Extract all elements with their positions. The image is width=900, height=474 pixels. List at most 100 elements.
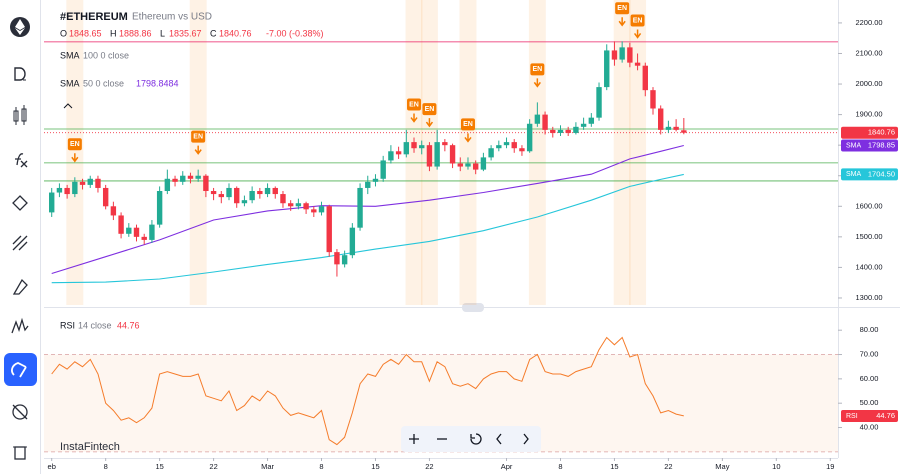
brush-button[interactable] [12, 278, 28, 295]
candle-body [534, 114, 541, 124]
candle-body [611, 50, 618, 60]
logo-button[interactable] [10, 17, 30, 37]
candle-body [395, 151, 402, 155]
y-tick-label: 1900.00 [855, 110, 882, 119]
scroll-left-button[interactable] [496, 433, 502, 445]
drawing-tool-button[interactable] [12, 195, 28, 211]
magnet-button[interactable] [4, 353, 37, 386]
ohlc-value: 1835.67 [169, 28, 202, 38]
candle-body [234, 187, 240, 204]
candle-body [56, 187, 63, 193]
candle-body [673, 126, 679, 130]
price-change: -7.00 (-0.38%) [266, 28, 324, 38]
candle-body [164, 178, 171, 192]
rsi-name: RSI [60, 320, 75, 330]
candle-body [526, 123, 533, 152]
candle-body [511, 142, 517, 149]
candle-body [172, 178, 178, 182]
event-band [66, 0, 84, 305]
event-arrow [410, 113, 418, 123]
candle-body [503, 142, 510, 146]
event-label: EN [409, 101, 419, 108]
ohlc-value: 1888.86 [119, 28, 152, 38]
candle-body [565, 129, 571, 133]
candle-body [419, 145, 425, 149]
candle-body [303, 203, 309, 210]
sma-badge-value: 1704.50 [868, 169, 895, 178]
candle-body [141, 236, 147, 240]
candle-body [287, 203, 294, 207]
ohlc-legend: O 1848.65 H 1888.86 L 1835.67 C 1840.76 -7.00 (-… [60, 28, 324, 38]
ohlc-key: O [60, 28, 67, 38]
collapse-legend-button[interactable] [63, 103, 73, 109]
hide-drawings-button[interactable] [12, 404, 28, 420]
fib-tool-button[interactable] [12, 235, 28, 251]
event-band [613, 0, 631, 305]
candle-body [334, 252, 340, 265]
event-arrow [425, 118, 434, 128]
candle-body [64, 187, 70, 195]
candle-body [218, 194, 224, 198]
indicators-button[interactable] [14, 67, 26, 81]
candle-body [187, 175, 194, 179]
candle-body [403, 142, 410, 155]
chart-type-button[interactable] [13, 105, 27, 125]
sma-name: SMA [60, 78, 80, 88]
event-arrow [194, 145, 202, 155]
event-label: EN [532, 66, 542, 73]
y-tick-label: 60.00 [860, 374, 879, 383]
candle-body [149, 224, 155, 240]
candle-body [642, 65, 648, 91]
y-tick-label: 2200.00 [855, 18, 882, 27]
price-badge [841, 126, 898, 139]
candle-body [488, 148, 494, 158]
sma-line [51, 144, 684, 275]
pane-resize-handle[interactable] [462, 303, 484, 312]
candle-body [72, 181, 78, 195]
ohlc-key: H [110, 28, 117, 38]
candle-body [519, 148, 525, 152]
y-tick-label: 2000.00 [855, 79, 882, 88]
y-tick-label: 1600.00 [855, 201, 882, 210]
candle-body [658, 108, 664, 130]
candle-body [465, 163, 471, 167]
ohlc-value: 1848.65 [69, 28, 102, 38]
x-tick-label: Apr [501, 462, 513, 471]
candle-body [434, 142, 440, 167]
watermark: InstaFintech [60, 441, 120, 453]
candle-body [650, 90, 656, 109]
x-tick-label: 22 [425, 462, 433, 471]
ohlc-value: 1840.76 [219, 28, 252, 38]
event-arrow [71, 153, 79, 163]
candle-body [341, 255, 348, 265]
delete-button[interactable] [13, 446, 27, 460]
pattern-button[interactable] [11, 317, 29, 334]
magnet-icon [11, 362, 27, 378]
x-tick-label: May [715, 462, 729, 471]
zoom-in-button[interactable] [409, 434, 419, 444]
ohlc-key: C [210, 28, 217, 38]
candle-body [249, 191, 255, 201]
x-tick-label: 8 [558, 462, 562, 471]
candle-body [295, 203, 302, 207]
symbol-description: Ethereum vs USD [132, 12, 212, 23]
candle-body [596, 87, 602, 118]
event-badge [630, 14, 645, 27]
x-tick-label: 10 [772, 462, 780, 471]
event-band [629, 0, 647, 305]
event-badge [460, 118, 475, 131]
candle-body [604, 50, 610, 88]
candle-body [95, 178, 101, 188]
candle-body [380, 160, 386, 179]
x-tick-label: 15 [155, 462, 163, 471]
scroll-right-button[interactable] [523, 433, 529, 445]
rsi-params: 14 close [78, 320, 112, 330]
candle-body [557, 129, 564, 133]
candle-body [665, 126, 672, 130]
event-label: EN [633, 17, 643, 24]
formula-button[interactable] [15, 153, 28, 168]
reset-button[interactable] [470, 433, 482, 445]
candle-body [87, 178, 93, 185]
